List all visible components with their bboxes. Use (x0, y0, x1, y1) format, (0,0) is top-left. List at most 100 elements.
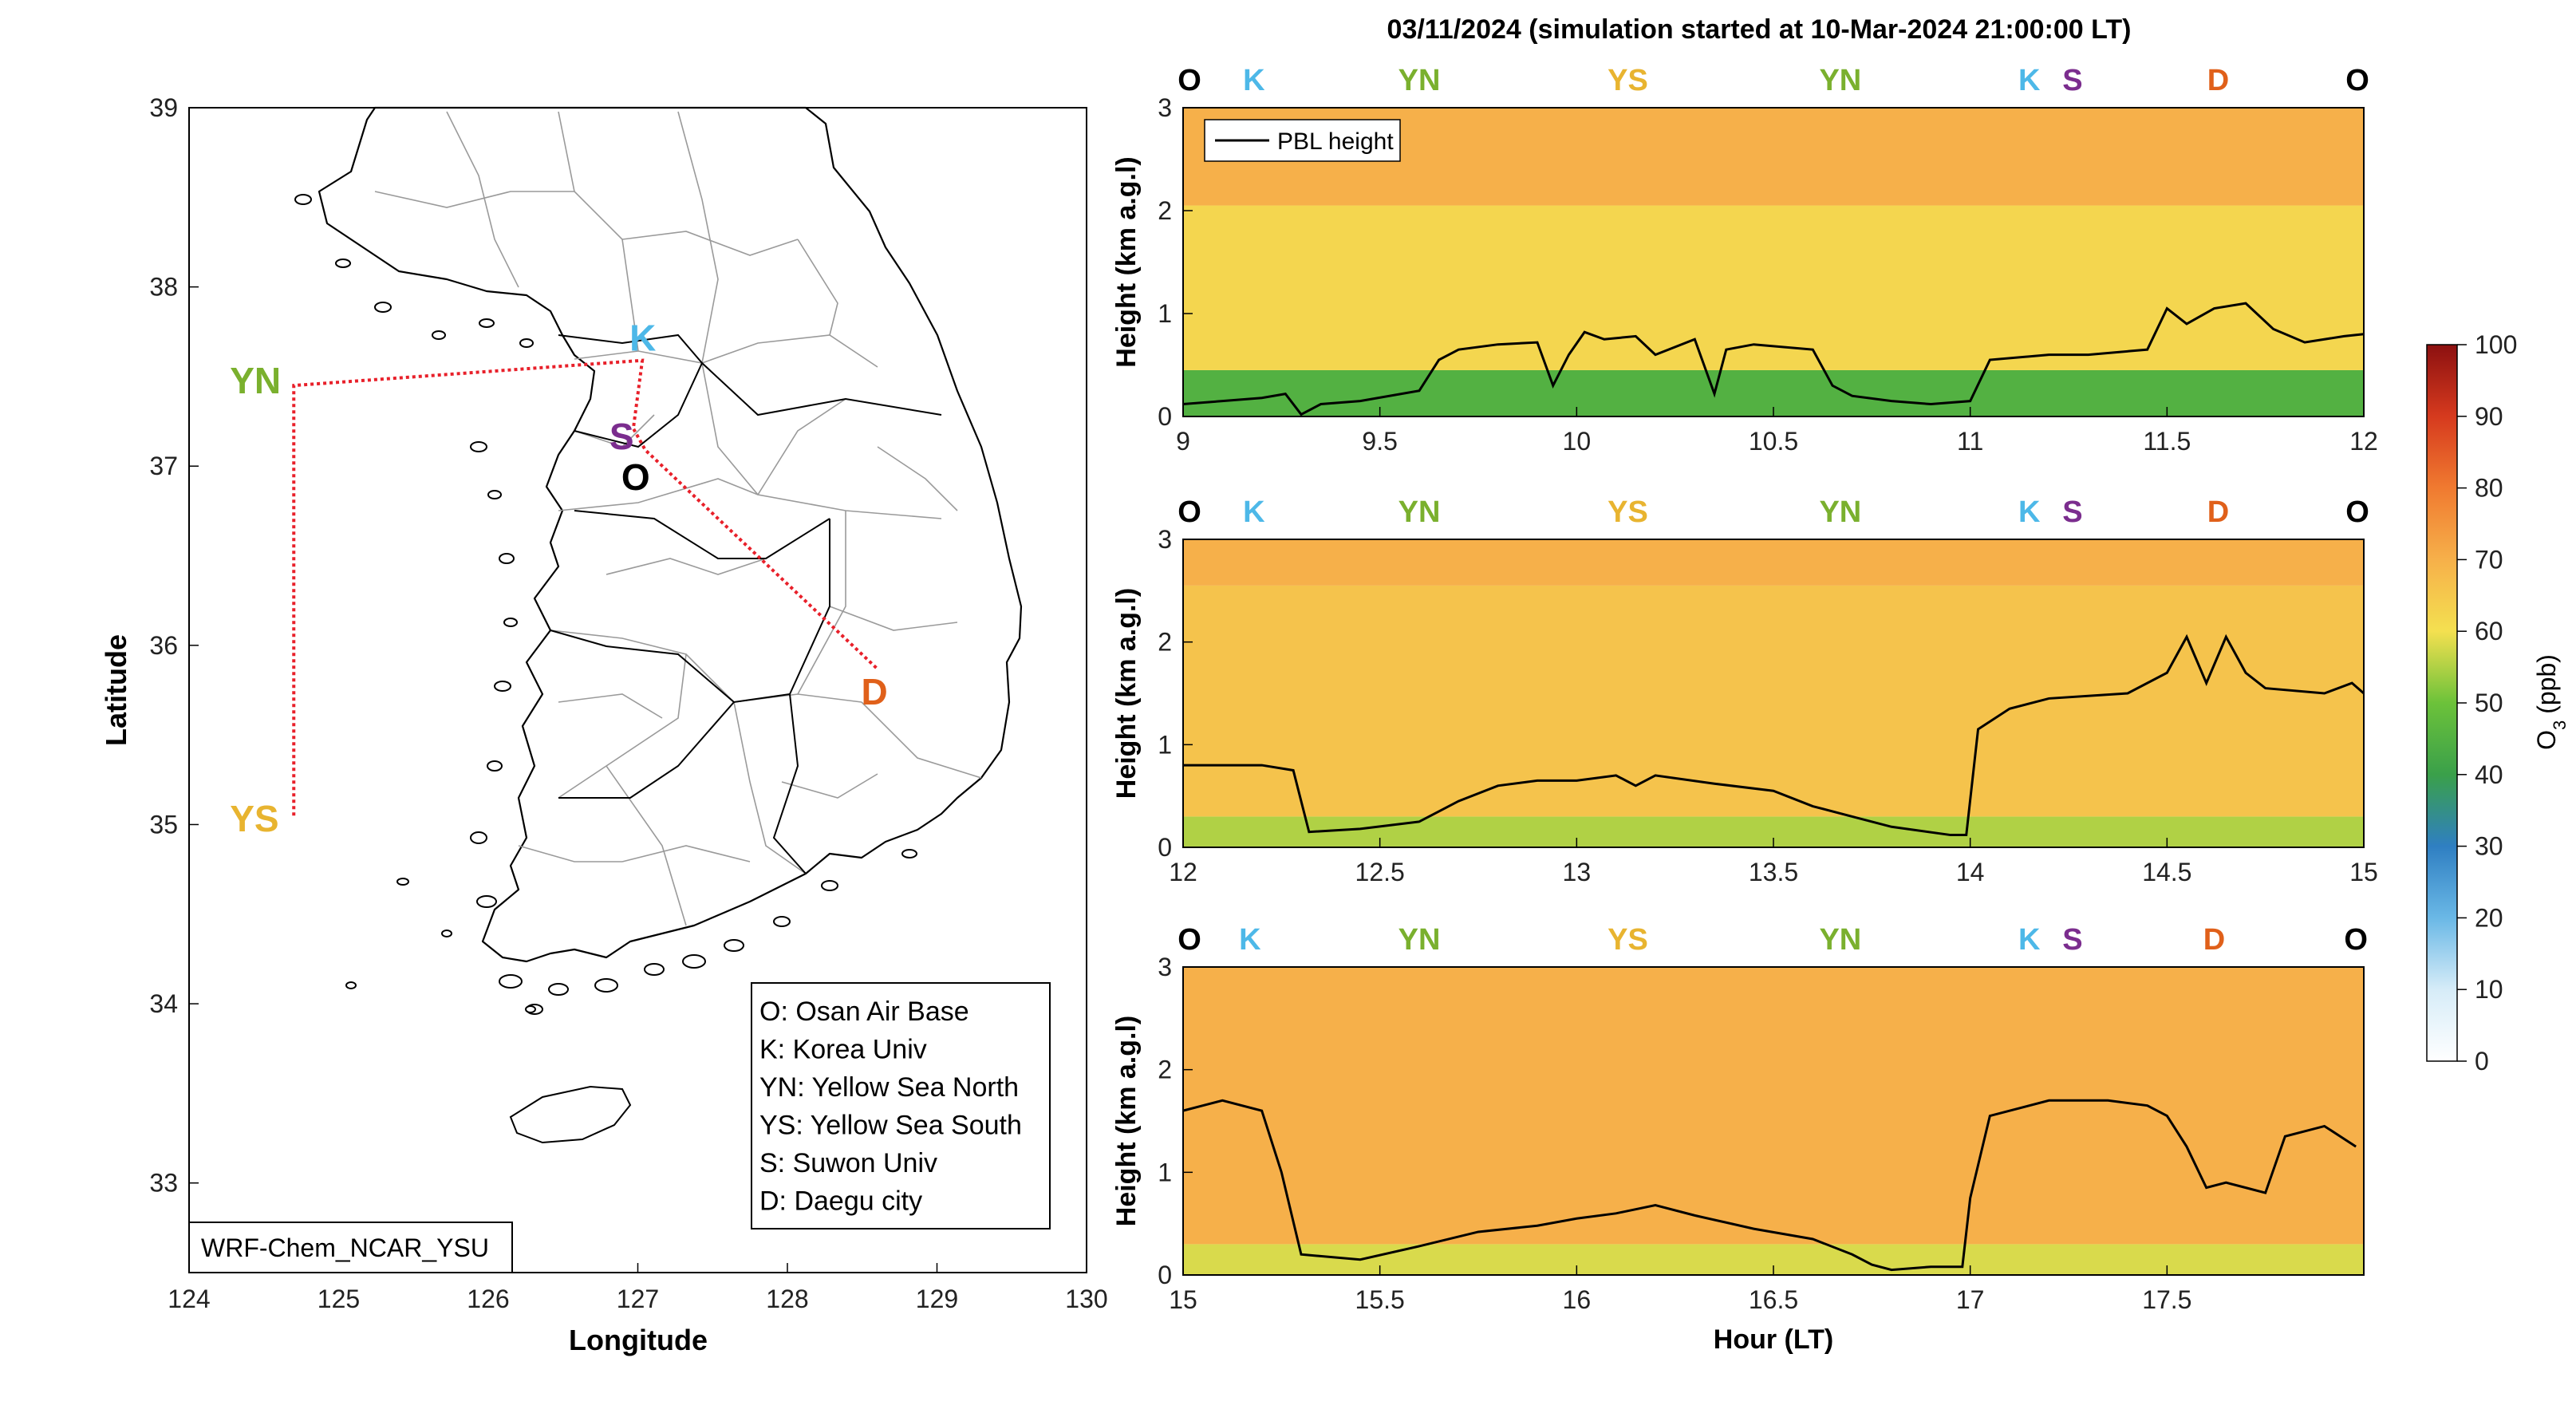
y-tick-label: 1 (1158, 299, 1172, 328)
site-marker-label: K (1239, 923, 1261, 957)
site-marker-label: S (2062, 495, 2082, 529)
y-axis-label: Height (km a.g.l) (1111, 156, 1142, 367)
pbl-legend: PBL height (1204, 119, 1401, 162)
site-marker-label: K (1243, 495, 1265, 529)
map-site-k: K (629, 318, 656, 359)
colorbar-tick-label: 30 (2475, 832, 2503, 861)
y-axis-label: Height (km a.g.l) (1111, 1016, 1142, 1226)
ozone-field-layer (1183, 205, 2364, 370)
map-y-label: Latitude (100, 634, 132, 746)
map-site-labels: O K S D YN YS (230, 318, 887, 840)
y-axis-label: Height (km a.g.l) (1111, 588, 1142, 799)
x-tick-label: 15.5 (1355, 1285, 1405, 1314)
site-marker-label: K (1243, 64, 1265, 97)
x-tick-label: 12.5 (1355, 858, 1405, 886)
model-label: WRF-Chem_NCAR_YSU (201, 1233, 489, 1262)
legend-item: D: Daegu city (759, 1186, 922, 1217)
ozone-field-layer (1183, 967, 2364, 1245)
site-marker-label: YN (1819, 923, 1861, 957)
map-x-tick-label: 130 (1065, 1285, 1107, 1313)
map-x-ticks: 124 125 126 127 128 129 130 (168, 1263, 1108, 1313)
site-marker-label: O (1178, 923, 1201, 957)
y-tick-label: 2 (1158, 196, 1172, 225)
map-site-o: O (621, 456, 650, 498)
map-x-tick-label: 127 (617, 1285, 659, 1313)
legend-item: YS: Yellow Sea South (759, 1111, 1022, 1141)
site-marker-label: O (1178, 495, 1201, 529)
y-tick-label: 0 (1158, 402, 1172, 431)
province-borders (550, 334, 942, 874)
map-y-tick-label: 33 (149, 1169, 178, 1198)
map-y-tick-label: 36 (149, 631, 178, 660)
pbl-height-line (1183, 633, 2365, 837)
site-marker-label: YN (1398, 923, 1441, 957)
x-tick-label: 9.5 (1362, 427, 1397, 456)
map-x-tick-label: 126 (467, 1285, 509, 1313)
colorbar-bar (2426, 344, 2458, 1062)
site-marker-label: K (2018, 495, 2041, 529)
site-marker-label: K (2018, 64, 2041, 97)
colorbar-tick-label: 80 (2475, 474, 2503, 503)
site-marker-label: O (2345, 64, 2369, 97)
legend-item: S: Suwon Univ (759, 1148, 937, 1178)
site-marker-label: O (2344, 923, 2368, 957)
x-tick-label: 12 (1169, 858, 1197, 886)
y-tick-label: 3 (1158, 525, 1172, 554)
map-x-tick-label: 124 (168, 1285, 210, 1313)
x-tick-label: 9 (1176, 427, 1190, 456)
route-line (292, 358, 878, 816)
x-tick-label: 13 (1563, 858, 1592, 886)
site-marker-label: O (2345, 495, 2369, 529)
colorbar-ticks: 0 10 20 30 40 50 60 70 80 90 100 (2457, 330, 2517, 1076)
pbl-height-line (1182, 1099, 2357, 1272)
colorbar-tick-label: 10 (2475, 975, 2503, 1004)
map-site-yn: YN (230, 360, 281, 401)
model-label-box: WRF-Chem_NCAR_YSU (188, 1222, 513, 1273)
site-marker-label: YN (1398, 64, 1441, 97)
site-marker-label: D (2203, 923, 2225, 957)
site-marker-label: S (2062, 64, 2082, 97)
colorbar-tick-label: 60 (2475, 617, 2503, 645)
site-marker-label: YS (1608, 64, 1648, 97)
x-tick-label: 16.5 (1749, 1285, 1798, 1314)
y-tick-label: 2 (1158, 628, 1172, 657)
site-marker-label: D (2207, 64, 2229, 97)
x-tick-label: 16 (1563, 1285, 1592, 1314)
admin-borders (374, 111, 982, 926)
legend-item: YN: Yellow Sea North (759, 1072, 1019, 1103)
x-tick-label: 11.5 (2143, 427, 2191, 456)
ozone-field-layer (1183, 539, 2364, 586)
site-legend: O: Osan Air Base K: Korea Univ YN: Yellow … (751, 982, 1051, 1229)
map-x-label: Longitude (569, 1324, 708, 1356)
ozone-field-layer (1183, 585, 2364, 817)
colorbar: 0 10 20 30 40 50 60 70 80 90 100 O3(ppb) (2426, 330, 2570, 1076)
site-marker-label: YS (1608, 923, 1648, 957)
site-marker-label: YN (1819, 495, 1861, 529)
site-marker-label: D (2207, 495, 2229, 529)
jeju-island (509, 1085, 632, 1144)
legend-item: O: Osan Air Base (759, 997, 969, 1027)
map-y-tick-label: 34 (149, 989, 178, 1018)
map-y-tick-label: 38 (149, 273, 178, 302)
site-marker-label: YS (1608, 495, 1648, 529)
korea-coastline (294, 106, 1023, 1144)
colorbar-label: O3(ppb) (2532, 654, 2570, 750)
x-tick-label: 10 (1563, 427, 1592, 456)
y-tick-label: 1 (1158, 730, 1172, 759)
map-x-tick-label: 125 (318, 1285, 360, 1313)
map-y-tick-label: 37 (149, 452, 178, 480)
ozone-panel-3: 15 15.5 16 16.5 17 17.5 0 1 2 3 Height (km a.g.l) H… (1111, 923, 2368, 1355)
x-tick-label: 15 (1169, 1285, 1197, 1314)
colorbar-tick-label: 50 (2475, 689, 2503, 717)
site-marker-label: YN (1398, 495, 1441, 529)
y-tick-label: 2 (1158, 1056, 1172, 1084)
colorbar-tick-label: 20 (2475, 903, 2503, 932)
map-y-ticks: 33 34 35 36 37 38 39 (149, 93, 199, 1198)
site-marker-label: K (2018, 923, 2041, 957)
y-tick-label: 1 (1158, 1158, 1172, 1186)
